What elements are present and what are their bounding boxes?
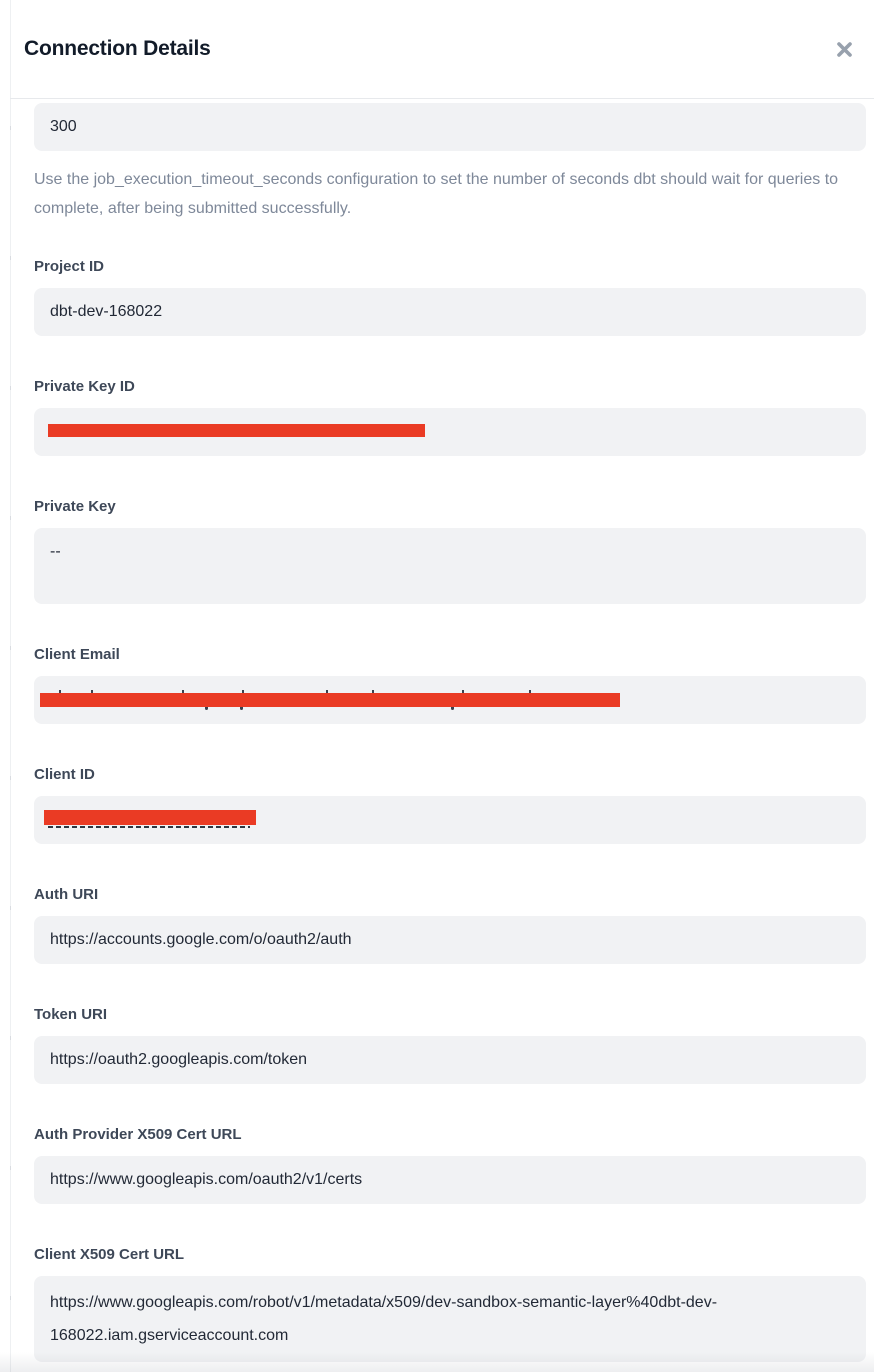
client-x509-cert-url-value: https://www.googleapis.com/robot/v1/meta… <box>50 1294 718 1344</box>
auth-uri-value: https://accounts.google.com/o/oauth2/aut… <box>50 931 352 948</box>
glyph-fragment <box>372 690 374 693</box>
token-uri-value: https://oauth2.googleapis.com/token <box>50 1051 308 1068</box>
client-id-field[interactable] <box>34 796 866 844</box>
private-key-value: -- <box>50 543 61 560</box>
modal-body: 300 Use the job_execution_timeout_second… <box>10 99 874 1362</box>
glyph-fragment <box>529 690 531 693</box>
glyph-fragment <box>242 690 244 693</box>
auth-uri-field[interactable]: https://accounts.google.com/o/oauth2/aut… <box>34 916 866 964</box>
redaction-bar <box>48 423 425 437</box>
private-key-id-label: Private Key ID <box>34 378 135 395</box>
client-id-label: Client ID <box>34 766 95 783</box>
section-private-key-id: Private Key ID <box>34 379 866 456</box>
glyph-fragment <box>48 826 250 828</box>
modal-header: Connection Details <box>10 0 874 99</box>
client-x509-cert-url-field[interactable]: https://www.googleapis.com/robot/v1/meta… <box>34 1276 866 1362</box>
section-client-email: Client Email <box>34 647 866 724</box>
project-id-label: Project ID <box>34 258 105 275</box>
project-id-field[interactable]: dbt-dev-168022 <box>34 288 866 336</box>
auth-provider-x509-cert-url-field[interactable]: https://www.googleapis.com/oauth2/v1/cer… <box>34 1156 866 1204</box>
glyph-fragment <box>462 690 464 693</box>
auth-uri-label: Auth URI <box>34 886 99 903</box>
page-title: Connection Details <box>24 37 211 60</box>
client-email-field[interactable] <box>34 676 866 724</box>
glyph-fragment <box>91 690 93 693</box>
token-uri-field[interactable]: https://oauth2.googleapis.com/token <box>34 1036 866 1084</box>
close-button[interactable] <box>831 36 858 63</box>
glyph-fragment <box>182 690 184 693</box>
section-token-uri: Token URI https://oauth2.googleapis.com/… <box>34 1007 866 1084</box>
private-key-field[interactable]: -- <box>34 528 866 604</box>
close-icon <box>835 41 854 62</box>
glyph-fragment <box>240 707 243 710</box>
section-client-x509-cert-url: Client X509 Cert URL https://www.googlea… <box>34 1247 866 1362</box>
section-client-id: Client ID <box>34 767 866 844</box>
glyph-fragment <box>59 690 61 693</box>
token-uri-label: Token URI <box>34 1006 108 1023</box>
auth-provider-x509-cert-url-label: Auth Provider X509 Cert URL <box>34 1126 242 1143</box>
modal-left-edge <box>10 0 11 1372</box>
client-x509-cert-url-label: Client X509 Cert URL <box>34 1246 185 1263</box>
project-id-value: dbt-dev-168022 <box>50 303 163 320</box>
section-auth-provider-x509-cert-url: Auth Provider X509 Cert URL https://www.… <box>34 1127 866 1204</box>
auth-provider-x509-cert-url-value: https://www.googleapis.com/oauth2/v1/cer… <box>50 1171 363 1188</box>
redaction-bar <box>44 809 256 825</box>
connection-details-modal: Connection Details 300 Use the job_execu… <box>10 0 874 1372</box>
timeout-seconds-input[interactable]: 300 <box>34 103 866 151</box>
glyph-fragment <box>451 707 454 710</box>
timeout-help-text: Use the job_execution_timeout_seconds co… <box>34 171 839 217</box>
section-private-key: Private Key -- <box>34 499 866 604</box>
private-key-id-field[interactable] <box>34 408 866 456</box>
section-project-id: Project ID dbt-dev-168022 <box>34 259 866 336</box>
client-email-label: Client Email <box>34 646 120 663</box>
glyph-fragment <box>326 690 328 693</box>
glyph-fragment <box>205 707 208 710</box>
section-auth-uri: Auth URI https://accounts.google.com/o/o… <box>34 887 866 964</box>
redaction-bar <box>40 693 620 707</box>
private-key-label: Private Key <box>34 498 116 515</box>
